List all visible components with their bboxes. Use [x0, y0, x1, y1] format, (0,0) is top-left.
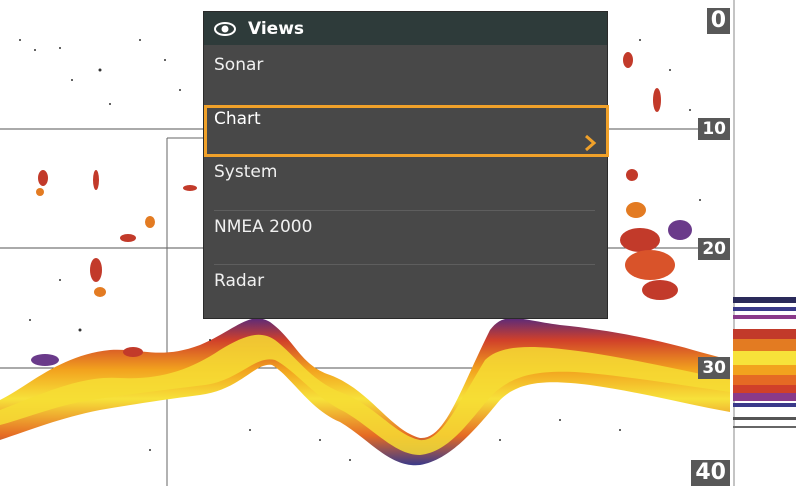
menu-item-label: Sonar — [214, 55, 264, 75]
menu-item-label: Chart — [214, 109, 261, 129]
menu-item-label: NMEA 2000 — [214, 217, 313, 237]
noise-specks — [19, 39, 701, 461]
intensity-color-bar — [733, 297, 796, 428]
eye-icon — [214, 21, 236, 36]
views-menu-header: Views — [204, 12, 607, 45]
depth-label-30: 30 — [698, 357, 730, 379]
views-menu: Views Sonar Chart System NMEA 2000 Radar — [203, 11, 609, 319]
menu-item-label: Radar — [214, 271, 265, 291]
menu-divider — [214, 210, 595, 211]
depth-label-40: 40 — [691, 460, 730, 486]
menu-item-chart[interactable]: Chart — [204, 105, 609, 157]
menu-item-system[interactable]: System — [214, 162, 597, 182]
fish-targets — [31, 52, 692, 366]
depth-label-0: 0 — [706, 8, 730, 34]
chevron-right-icon — [585, 134, 597, 152]
menu-divider — [214, 264, 595, 265]
depth-label-20: 20 — [698, 238, 730, 260]
bottom-core — [0, 334, 730, 455]
menu-item-sonar[interactable]: Sonar — [214, 55, 597, 75]
menu-item-label: System — [214, 162, 278, 182]
menu-item-nmea-2000[interactable]: NMEA 2000 — [214, 217, 597, 237]
views-menu-title: Views — [248, 18, 305, 39]
depth-label-10: 10 — [698, 118, 730, 140]
menu-item-radar[interactable]: Radar — [214, 271, 597, 291]
